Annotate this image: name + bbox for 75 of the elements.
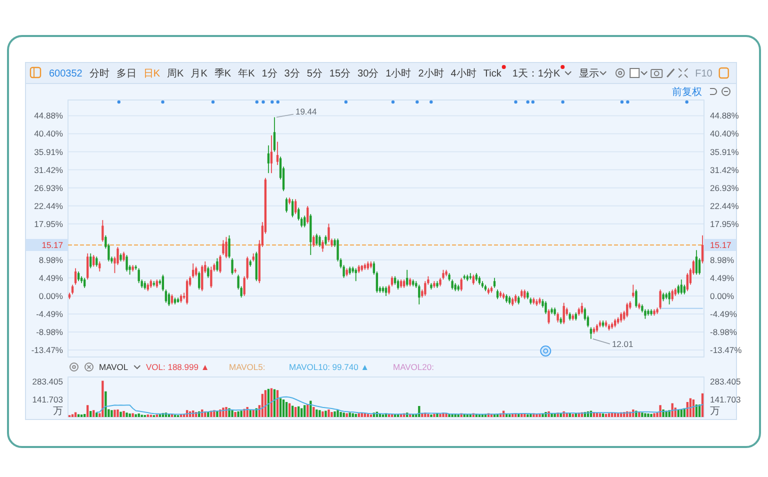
candlestick <box>328 223 330 243</box>
candlestick <box>686 272 689 292</box>
candlestick <box>170 294 174 305</box>
candlestick <box>162 274 164 292</box>
candlestick <box>285 197 288 213</box>
candlestick <box>671 289 674 302</box>
candlestick <box>192 262 194 278</box>
candlestick <box>396 279 400 290</box>
candlestick <box>388 284 390 295</box>
candlestick <box>225 236 228 259</box>
candlestick <box>306 206 309 224</box>
candlestick <box>216 258 218 272</box>
candlestick <box>698 258 701 276</box>
annotation: 12.01 <box>612 338 634 349</box>
candlestick <box>424 280 426 296</box>
candlestick <box>201 264 204 292</box>
candlestick <box>231 258 234 276</box>
candlestick <box>168 292 170 306</box>
candlestick <box>635 289 638 308</box>
candlestick <box>210 266 212 288</box>
candlestick <box>92 254 95 268</box>
candlestick <box>632 284 634 298</box>
candlestick <box>198 271 200 290</box>
candlestick <box>90 252 92 269</box>
candlestick <box>219 254 222 274</box>
candlestick <box>228 234 230 259</box>
candlestick <box>548 308 550 325</box>
candlestick <box>96 256 98 268</box>
candlestick <box>451 279 454 290</box>
candlestick <box>322 240 324 252</box>
candlestick <box>86 252 89 280</box>
candlestick <box>74 268 77 286</box>
candlestick <box>644 308 646 320</box>
candlestick <box>620 312 622 323</box>
candlestick <box>186 279 188 305</box>
candlestick <box>312 234 315 248</box>
candlestick <box>273 116 276 152</box>
candlestick <box>460 277 462 292</box>
candlestick <box>580 302 584 314</box>
candlestick <box>493 277 496 288</box>
candlestick <box>267 144 270 174</box>
candlestick <box>276 141 279 166</box>
candlestick <box>659 289 662 310</box>
candlestick <box>384 286 388 296</box>
candlestick <box>126 254 128 272</box>
candlestick <box>71 284 74 295</box>
candlestick <box>626 302 628 318</box>
candlestick <box>695 250 698 276</box>
candlestick <box>138 268 140 284</box>
candlestick <box>562 302 565 325</box>
candlestick <box>680 279 682 295</box>
candlestick <box>294 198 297 214</box>
candlestick <box>316 233 318 246</box>
annotation: 19.44 <box>295 106 317 116</box>
candlestick <box>544 300 547 314</box>
candlestick <box>102 220 104 242</box>
candlestick <box>291 198 294 218</box>
candlestick <box>556 312 559 323</box>
candlestick <box>77 271 80 282</box>
candlestick <box>701 234 704 264</box>
candlestick <box>442 269 444 280</box>
candlestick <box>83 277 86 288</box>
candlestick <box>677 284 680 295</box>
candlestick <box>122 251 125 262</box>
candlestick <box>324 234 327 246</box>
candlestick <box>418 284 420 305</box>
candlestick <box>98 260 101 272</box>
candlestick <box>222 240 224 256</box>
candlestick <box>270 134 273 174</box>
candlestick <box>164 289 168 304</box>
candlestick <box>207 266 210 278</box>
candlestick <box>496 289 499 300</box>
candlestick <box>683 284 686 295</box>
candlestick <box>524 289 526 300</box>
candlestick <box>318 234 321 248</box>
